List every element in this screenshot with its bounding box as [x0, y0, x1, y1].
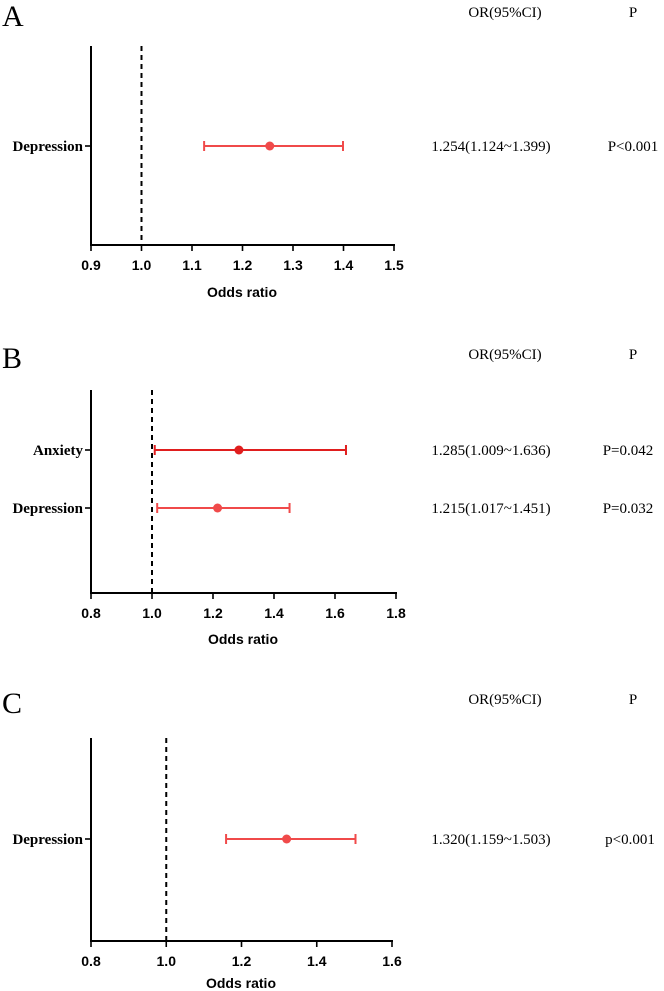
or-ci-value: 1.215(1.017~1.451) — [431, 501, 550, 517]
or-ci-value: 1.285(1.009~1.636) — [431, 443, 550, 459]
data-rows: Depression — [12, 139, 344, 155]
x-tick-label: 1.3 — [283, 257, 303, 273]
x-tick-label: 1.2 — [233, 257, 253, 273]
x-tick-label: 1.6 — [325, 605, 345, 621]
or-ci-header: OR(95%CI) — [468, 692, 541, 708]
data-rows: Anxiety Depression — [12, 443, 347, 517]
x-axis-ticks: 0.8 1.0 1.2 1.4 1.6 1.8 — [81, 593, 406, 621]
panel-a-plot-area: 0.9 1.0 1.1 1.2 1.3 1.4 1.5 Depression — [12, 46, 404, 273]
panel-letter-a: A — [2, 0, 24, 33]
p-header: P — [629, 347, 637, 363]
x-axis-title: Odds ratio — [208, 631, 278, 647]
panel-a: A OR(95%CI) P 0.9 1.0 1.1 1.2 1.3 1.4 1.5 Depr… — [2, 0, 658, 300]
panel-c-plot-area: 0.8 1.0 1.2 1.4 1.6 Depression — [12, 738, 402, 969]
p-value: P<0.001 — [608, 139, 659, 155]
or-ci-header: OR(95%CI) — [468, 5, 541, 21]
panel-c: C OR(95%CI) P 0.8 1.0 1.2 1.4 1.6 Depression… — [2, 687, 655, 991]
panel-letter-b: B — [2, 342, 22, 375]
or-point — [282, 834, 292, 844]
p-value: P=0.032 — [603, 501, 654, 517]
or-ci-header: OR(95%CI) — [468, 347, 541, 363]
x-tick-label: 0.8 — [81, 953, 101, 969]
or-point — [234, 445, 244, 455]
or-ci-value: 1.320(1.159~1.503) — [431, 832, 550, 848]
panel-letter-c: C — [2, 687, 22, 720]
x-tick-label: 1.4 — [307, 953, 327, 969]
p-value: p<0.001 — [605, 832, 655, 848]
category-label: Depression — [12, 139, 83, 155]
x-tick-label: 0.8 — [81, 605, 101, 621]
category-label: Anxiety — [33, 443, 83, 459]
x-tick-label: 1.5 — [384, 257, 404, 273]
x-tick-label: 0.9 — [81, 257, 101, 273]
x-tick-label: 1.4 — [264, 605, 284, 621]
p-header: P — [629, 5, 637, 21]
p-header: P — [629, 692, 637, 708]
p-value: P=0.042 — [603, 443, 654, 459]
x-tick-label: 1.6 — [382, 953, 402, 969]
category-label: Depression — [12, 501, 83, 517]
panel-b-plot-area: 0.8 1.0 1.2 1.4 1.6 1.8 Anxiety Depression — [12, 390, 406, 621]
x-tick-label: 1.4 — [334, 257, 354, 273]
or-point — [213, 503, 223, 513]
x-tick-label: 1.2 — [203, 605, 223, 621]
or-point — [265, 141, 275, 151]
x-tick-label: 1.1 — [182, 257, 202, 273]
data-rows: Depression — [12, 832, 357, 848]
x-axis-title: Odds ratio — [207, 284, 277, 300]
x-axis-title: Odds ratio — [206, 975, 276, 991]
x-tick-label: 1.0 — [132, 257, 152, 273]
x-tick-label: 1.8 — [386, 605, 406, 621]
x-axis-ticks: 0.8 1.0 1.2 1.4 1.6 — [81, 941, 402, 969]
x-axis-ticks: 0.9 1.0 1.1 1.2 1.3 1.4 1.5 — [81, 245, 404, 273]
x-tick-label: 1.0 — [157, 953, 177, 969]
x-tick-label: 1.0 — [142, 605, 162, 621]
category-label: Depression — [12, 832, 83, 848]
panel-b: B OR(95%CI) P 0.8 1.0 1.2 1.4 1.6 1.8 Anxiety… — [2, 342, 653, 647]
or-ci-value: 1.254(1.124~1.399) — [431, 139, 550, 155]
x-tick-label: 1.2 — [232, 953, 252, 969]
